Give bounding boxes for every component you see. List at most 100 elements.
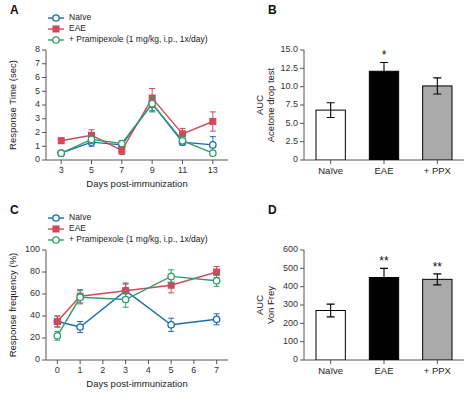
error-bar [380, 62, 388, 80]
point [214, 269, 220, 275]
y-tick [300, 68, 304, 69]
y-tick [300, 105, 304, 106]
y-tick-label: 15.0 [280, 44, 298, 54]
y-tick [42, 91, 46, 92]
point [119, 140, 125, 146]
error-bar [433, 274, 441, 285]
x-tick-label: EAE [374, 365, 393, 376]
point [58, 150, 64, 156]
y-tick-label: 40 [30, 310, 40, 320]
point [54, 333, 60, 339]
x-tick-label: 5 [169, 365, 174, 375]
y-tick-label: 100 [25, 244, 40, 254]
x-axis: NaïveEAE+ PPX [304, 160, 464, 176]
y-tick [42, 50, 46, 51]
error-bar [327, 103, 335, 118]
y-tick-label: 400 [283, 281, 298, 291]
y-tick [300, 123, 304, 124]
series-line [57, 276, 216, 335]
panel-title: A [10, 3, 19, 17]
point [54, 319, 60, 325]
error-bar [89, 135, 95, 143]
x-tick [216, 360, 217, 364]
error-bar [54, 316, 60, 327]
x-axis-line [46, 360, 228, 361]
x-tick-label: 0 [55, 365, 60, 375]
panel-title: B [268, 3, 277, 17]
legend-marker [53, 237, 59, 243]
y-axis-label: AUCVon Frey [254, 286, 276, 324]
y-axis: 0100200300400500600AUCVon Frey [254, 244, 304, 364]
bar [423, 279, 452, 360]
x-tick-label: Naïve [318, 365, 343, 376]
error-bar [214, 275, 220, 286]
y-axis-label: Response Time (sec) [7, 60, 18, 150]
x-tick [80, 360, 81, 364]
x-tick-label: 9 [150, 165, 155, 175]
plot-area [316, 268, 452, 360]
x-axis: 01234567Days post-immunization [46, 360, 228, 389]
y-tick [42, 146, 46, 147]
x-tick [57, 360, 58, 364]
y-tick [42, 132, 46, 133]
error-bar [380, 268, 388, 286]
bar [369, 71, 398, 160]
y-tick [42, 360, 46, 361]
point [168, 322, 174, 328]
y-tick-label: 600 [283, 244, 298, 254]
y-tick-label: 100 [283, 336, 298, 346]
x-axis-label: Days post-immunization [86, 178, 187, 189]
y-axis-label: AUCAcetone drop test [254, 67, 276, 142]
y-tick [42, 118, 46, 119]
x-tick [182, 160, 183, 164]
x-tick [125, 360, 126, 364]
series [58, 97, 216, 157]
y-tick [42, 77, 46, 78]
legend: NaïveEAE+ Pramipexole (1 mg/kg, i.p., 1x… [48, 212, 208, 244]
panel-title: C [10, 203, 19, 217]
series [54, 270, 220, 340]
y-tick [300, 323, 304, 324]
series [54, 283, 220, 333]
x-tick [437, 360, 438, 364]
series [58, 95, 216, 156]
y-tick [300, 268, 304, 269]
error-bar [214, 314, 220, 325]
y-tick-label: 12.5 [280, 63, 298, 73]
legend: NaïveEAE+ Pramipexole (1 mg/kg, i.p., 1x… [48, 12, 208, 44]
annotation: ** [433, 260, 443, 274]
y-tick [42, 105, 46, 106]
point [119, 147, 125, 153]
series-line [57, 272, 216, 322]
y-tick [42, 250, 46, 251]
point [58, 150, 64, 156]
x-tick-label: 5 [89, 165, 94, 175]
legend-marker [53, 226, 59, 232]
point [179, 138, 185, 144]
legend-marker [53, 26, 59, 32]
y-axis-line [46, 50, 47, 160]
y-tick [300, 286, 304, 287]
y-tick-label: 0 [293, 354, 298, 364]
y-tick-label: 300 [283, 299, 298, 309]
x-tick [330, 360, 331, 364]
y-tick [300, 360, 304, 361]
error-bar [77, 291, 83, 304]
x-tick-label: 7 [119, 165, 124, 175]
x-tick-label: 6 [191, 365, 196, 375]
x-tick-label: 11 [178, 165, 187, 175]
point [213, 316, 219, 322]
point [210, 142, 216, 148]
annotation: ** [379, 254, 389, 268]
error-bar [119, 146, 125, 154]
error-bar [54, 331, 60, 340]
point [58, 138, 64, 144]
x-tick-label: 4 [146, 365, 151, 375]
y-tick [42, 160, 46, 161]
legend-marker [53, 37, 59, 43]
x-tick-label: Naïve [318, 165, 343, 176]
y-axis-line [46, 250, 47, 360]
plot-area [316, 62, 452, 160]
point [88, 136, 94, 142]
x-tick [91, 160, 92, 164]
